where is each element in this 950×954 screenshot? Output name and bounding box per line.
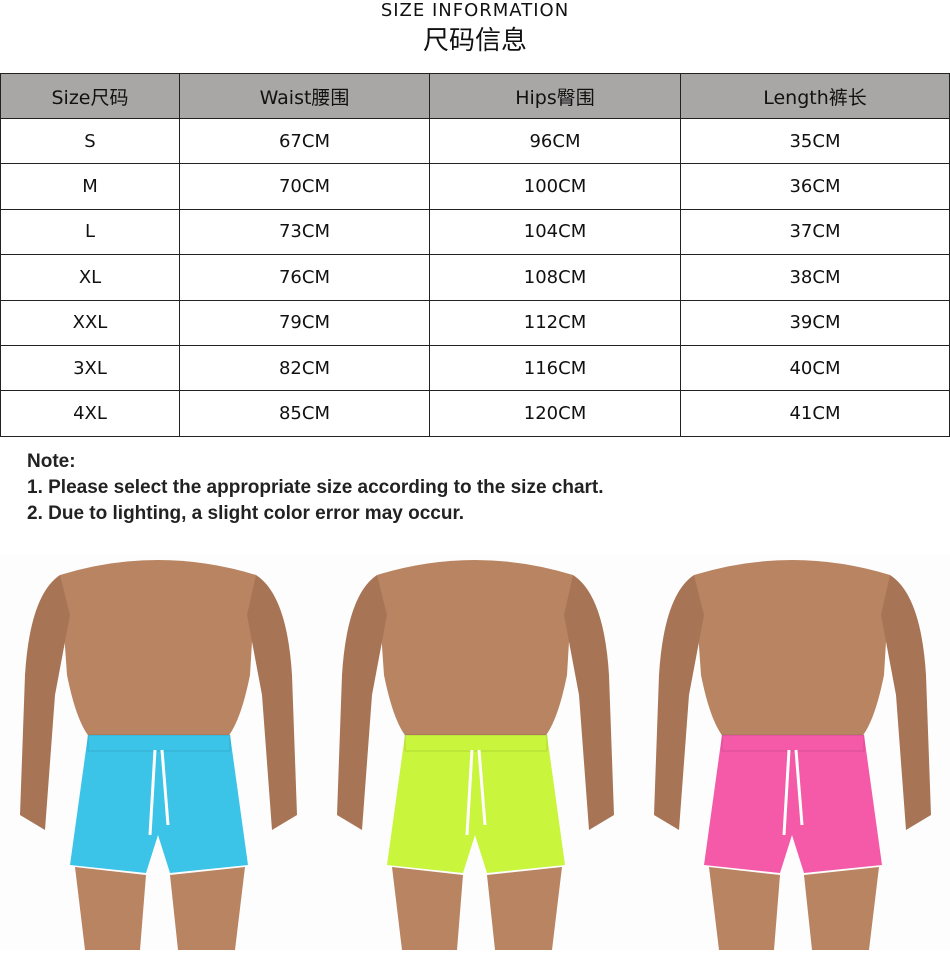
note-heading: Note: [27, 451, 76, 472]
title-english: SIZE INFORMATION [380, 0, 570, 21]
cell-waist: 82CM [179, 344, 430, 392]
table-row: XXL 79CM 112CM 39CM [0, 299, 950, 346]
right-arm [881, 575, 931, 830]
cell-size: 3XL [0, 344, 180, 392]
drawstring [465, 749, 487, 836]
cell-size: S [0, 117, 180, 165]
cell-length: 35CM [680, 117, 950, 165]
table-row: 4XL 85CM 120CM 41CM [0, 390, 950, 437]
shorts [70, 735, 248, 873]
right-arm [247, 575, 297, 830]
cell-hips: 96CM [429, 117, 681, 165]
model-photo-green [317, 555, 634, 950]
cell-hips: 120CM [429, 390, 681, 437]
waistband [87, 734, 231, 752]
header-waist: Waist腰围 [179, 73, 430, 119]
size-table: Size尺码 Waist腰围 Hips臀围 Length裤长 S 67CM 96CM… [0, 73, 950, 437]
cell-hips: 112CM [429, 299, 681, 346]
cell-size: M [0, 163, 180, 210]
cell-length: 41CM [680, 390, 950, 437]
model-blue-shorts-image [20, 560, 297, 950]
torso [60, 560, 256, 740]
cell-waist: 70CM [179, 163, 430, 210]
cell-hips: 100CM [429, 163, 681, 210]
header-hips: Hips臀围 [429, 73, 681, 119]
header-length: Length裤长 [680, 73, 950, 119]
legs [709, 867, 879, 950]
cell-waist: 73CM [179, 208, 430, 256]
cell-length: 36CM [680, 163, 950, 210]
drawstring [782, 749, 804, 836]
left-arm [20, 575, 70, 830]
legs [392, 867, 562, 950]
legs [75, 867, 245, 950]
right-arm [564, 575, 614, 830]
cell-waist: 85CM [179, 390, 430, 437]
cell-waist: 67CM [179, 117, 430, 165]
cell-size: L [0, 208, 180, 256]
cell-length: 39CM [680, 299, 950, 346]
table-row: 3XL 82CM 116CM 40CM [0, 344, 950, 392]
cell-length: 40CM [680, 344, 950, 392]
product-photos [0, 555, 950, 950]
title-chinese: 尺码信息 [422, 26, 527, 56]
model-pink-shorts-image [654, 560, 931, 950]
note-line-1: 1. Please select the appropriate size ac… [27, 477, 604, 498]
table-row: M 70CM 100CM 36CM [0, 163, 950, 210]
table-header-row: Size尺码 Waist腰围 Hips臀围 Length裤长 [0, 73, 950, 119]
waistband [721, 734, 865, 752]
cell-waist: 79CM [179, 299, 430, 346]
cell-length: 37CM [680, 208, 950, 256]
note-block: Note: 1. Please select the appropriate s… [27, 449, 604, 527]
model-green-shorts-image [337, 560, 614, 950]
drawstring [148, 749, 170, 836]
torso [694, 560, 890, 740]
header-size: Size尺码 [0, 73, 180, 119]
model-photo-pink [634, 555, 950, 950]
model-photo-blue [0, 555, 317, 950]
torso [377, 560, 573, 740]
cell-length: 38CM [680, 254, 950, 301]
shorts [387, 735, 565, 873]
cell-size: XXL [0, 299, 180, 346]
left-arm [654, 575, 704, 830]
cell-waist: 76CM [179, 254, 430, 301]
cell-size: 4XL [0, 390, 180, 437]
cell-hips: 108CM [429, 254, 681, 301]
note-line-2: 2. Due to lighting, a slight color error… [27, 503, 465, 524]
left-arm [337, 575, 387, 830]
cell-hips: 104CM [429, 208, 681, 256]
cell-size: XL [0, 254, 180, 301]
table-row: L 73CM 104CM 37CM [0, 208, 950, 256]
table-row: S 67CM 96CM 35CM [0, 117, 950, 165]
shorts [704, 735, 882, 873]
table-row: XL 76CM 108CM 38CM [0, 254, 950, 301]
cell-hips: 116CM [429, 344, 681, 392]
waistband [404, 734, 548, 752]
